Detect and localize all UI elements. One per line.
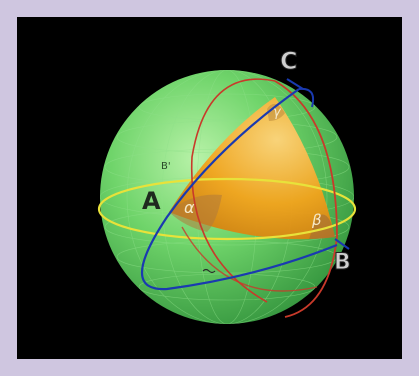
- great-circle-red-2: [274, 80, 338, 318]
- angle-label-alpha: α: [184, 198, 195, 217]
- triangle-shading-beta: [309, 214, 335, 239]
- vertex-label-b: B: [334, 250, 351, 275]
- great-circle-red-3: [181, 226, 318, 292]
- figure-canvas: C A B α β γ B': [17, 17, 402, 359]
- triangle-shading-alpha: [169, 194, 222, 232]
- blue-extension-c: [286, 78, 304, 90]
- great-circle-blue: [141, 88, 338, 291]
- equator-circle: [97, 177, 357, 241]
- vertex-label-a: A: [142, 187, 161, 215]
- blue-extension-b: [334, 238, 350, 250]
- great-circle-red-1: [190, 78, 276, 303]
- small-tick-mark: [202, 268, 216, 274]
- small-label-b-prime: B': [161, 161, 171, 172]
- spherical-triangle-diagram: C A B α β γ B': [97, 47, 357, 324]
- angle-label-beta: β: [311, 211, 322, 229]
- angle-label-gamma: γ: [273, 105, 282, 120]
- vertex-label-c: C: [280, 47, 298, 75]
